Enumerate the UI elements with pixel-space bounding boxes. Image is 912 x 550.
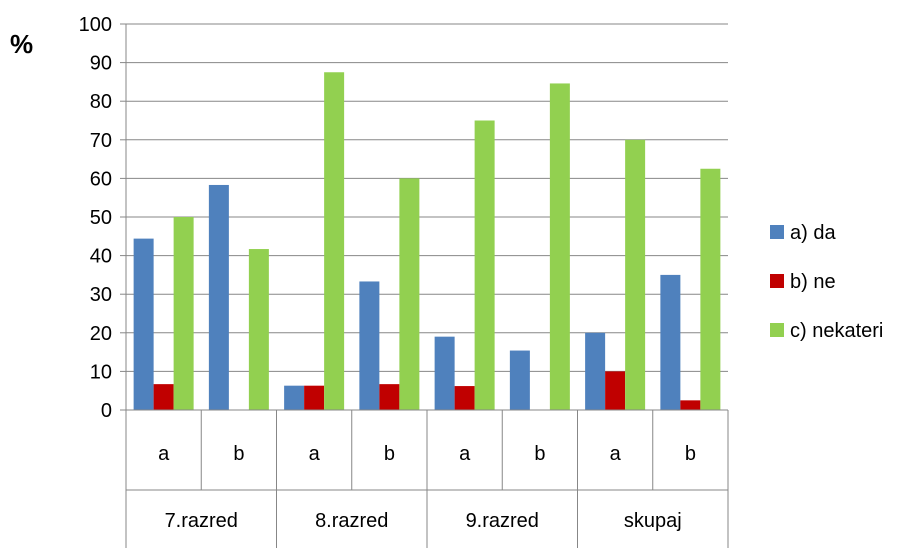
bar [549, 83, 570, 410]
y-axis-title: % [10, 29, 33, 59]
subcategory-label: a [309, 443, 321, 465]
y-tick-label: 80 [90, 91, 112, 113]
legend-label: c) nekateri [790, 320, 883, 342]
bar [284, 385, 305, 410]
bar [660, 274, 681, 410]
subcategory-label: a [459, 443, 471, 465]
bar [248, 249, 269, 410]
bar [304, 385, 325, 410]
legend: a) da b) ne c) nekateri [770, 222, 883, 342]
bar [700, 168, 721, 410]
group-label: skupaj [624, 510, 682, 532]
y-tick-label: 10 [90, 361, 112, 383]
bar [208, 184, 229, 410]
subcategory-label: a [158, 443, 170, 465]
legend-swatch [770, 225, 784, 239]
y-tick-label: 50 [90, 207, 112, 229]
y-tick-label: 20 [90, 323, 112, 345]
bar [509, 350, 530, 410]
bar [454, 386, 475, 410]
subcategory-label: b [534, 443, 545, 465]
bar [605, 371, 626, 410]
legend-swatch [770, 323, 784, 337]
legend-swatch [770, 274, 784, 288]
bars [133, 72, 721, 411]
bar [625, 139, 646, 411]
bar [173, 217, 194, 410]
bar [680, 400, 701, 410]
y-tick-label: 30 [90, 284, 112, 306]
bar [434, 336, 455, 410]
group-label: 7.razred [165, 510, 238, 532]
axis-labels: 0 10 20 30 40 50 60 70 80 90 100 a b a b a b a b 7.razred 8.… [79, 14, 696, 532]
y-tick-label: 60 [90, 168, 112, 190]
axes [120, 23, 729, 548]
bar [359, 281, 380, 410]
y-tick-label: 0 [101, 400, 112, 422]
subcategory-label: b [384, 443, 395, 465]
bar [324, 72, 345, 410]
legend-label: a) da [790, 222, 836, 244]
bar [585, 332, 606, 410]
y-tick-label: 100 [79, 14, 112, 36]
bar [153, 384, 174, 410]
subcategory-label: b [233, 443, 244, 465]
y-tick-label: 70 [90, 130, 112, 152]
y-tick-label: 90 [90, 53, 112, 75]
bar [474, 120, 495, 410]
subcategory-label: a [610, 443, 622, 465]
legend-label: b) ne [790, 271, 836, 293]
bar [379, 384, 400, 410]
subcategory-label: b [685, 443, 696, 465]
group-label: 8.razred [315, 510, 388, 532]
bar [133, 238, 154, 410]
y-tick-label: 40 [90, 246, 112, 268]
group-label: 9.razred [466, 510, 539, 532]
bar [399, 178, 420, 410]
